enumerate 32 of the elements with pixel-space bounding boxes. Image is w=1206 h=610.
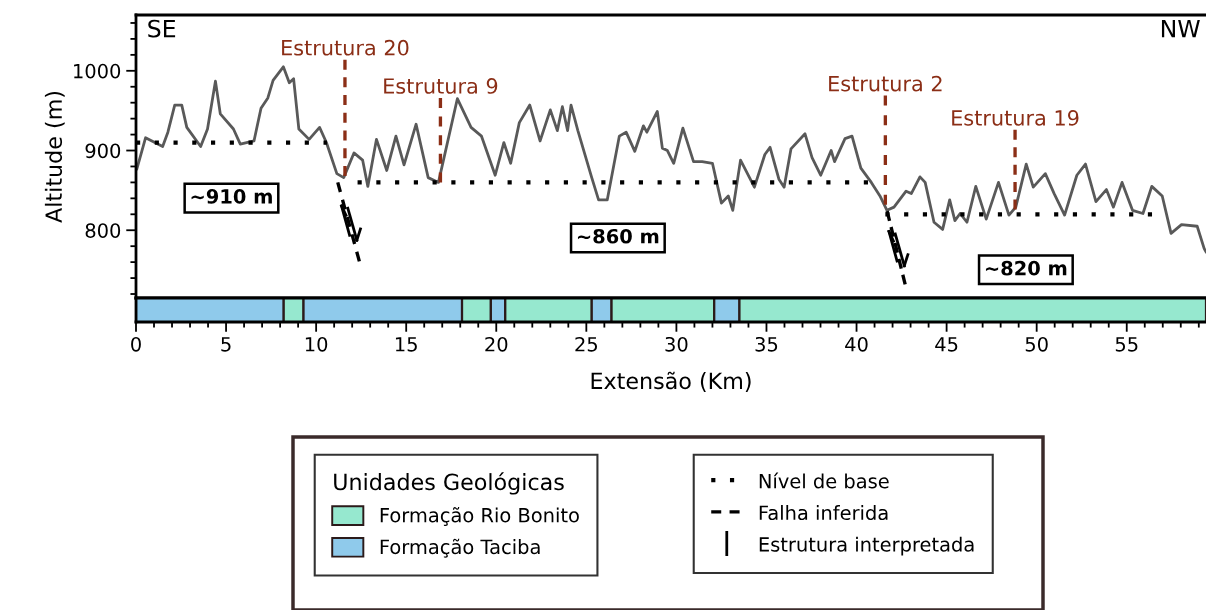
x-tick-label: 35 (755, 336, 778, 352)
x-tick-label: 5 (221, 337, 231, 352)
legend-title: Unidades Geológicas (334, 472, 564, 495)
annotation: ~910 m (191, 189, 272, 204)
legend-label: Formação Rio Bonito (380, 507, 579, 526)
y-tick-label: 800 (85, 223, 121, 238)
legend-label: Formação Taciba (380, 538, 540, 558)
annotation: SE (148, 19, 176, 38)
series-label: Estrutura 9 (384, 78, 498, 94)
annotation: ~820 m (985, 260, 1067, 276)
x-tick-label: 20 (485, 336, 508, 352)
series-label: Estrutura 20 (282, 39, 409, 56)
legend-label: Nível de base (759, 472, 889, 489)
text: Estrutura interpretada (759, 536, 974, 556)
x-tick-label: 45 (935, 337, 958, 352)
y-axis-title: Altitude (m) (44, 91, 65, 223)
series-label: Estrutura 19 (952, 110, 1079, 126)
y-tick-label: 900 (85, 143, 121, 159)
x-tick-label: 15 (395, 337, 417, 352)
x-tick-label: 55 (1115, 337, 1138, 352)
legend-label: Falha inferida (759, 505, 888, 521)
x-tick-label: 10 (305, 336, 328, 352)
annotation: NW (1161, 19, 1200, 38)
annotation: ~860 m (577, 228, 659, 244)
y-tick-label: 1000 (74, 63, 121, 79)
x-tick-label: 30 (665, 336, 688, 352)
x-axis-title: Extensão (Km) (591, 371, 751, 392)
x-tick-label: 40 (845, 336, 868, 352)
x-tick-label: 0 (131, 336, 141, 352)
x-tick-label: 50 (1025, 336, 1048, 352)
x-tick-label: 25 (575, 336, 598, 352)
series-label: Estrutura 2 (829, 75, 942, 92)
